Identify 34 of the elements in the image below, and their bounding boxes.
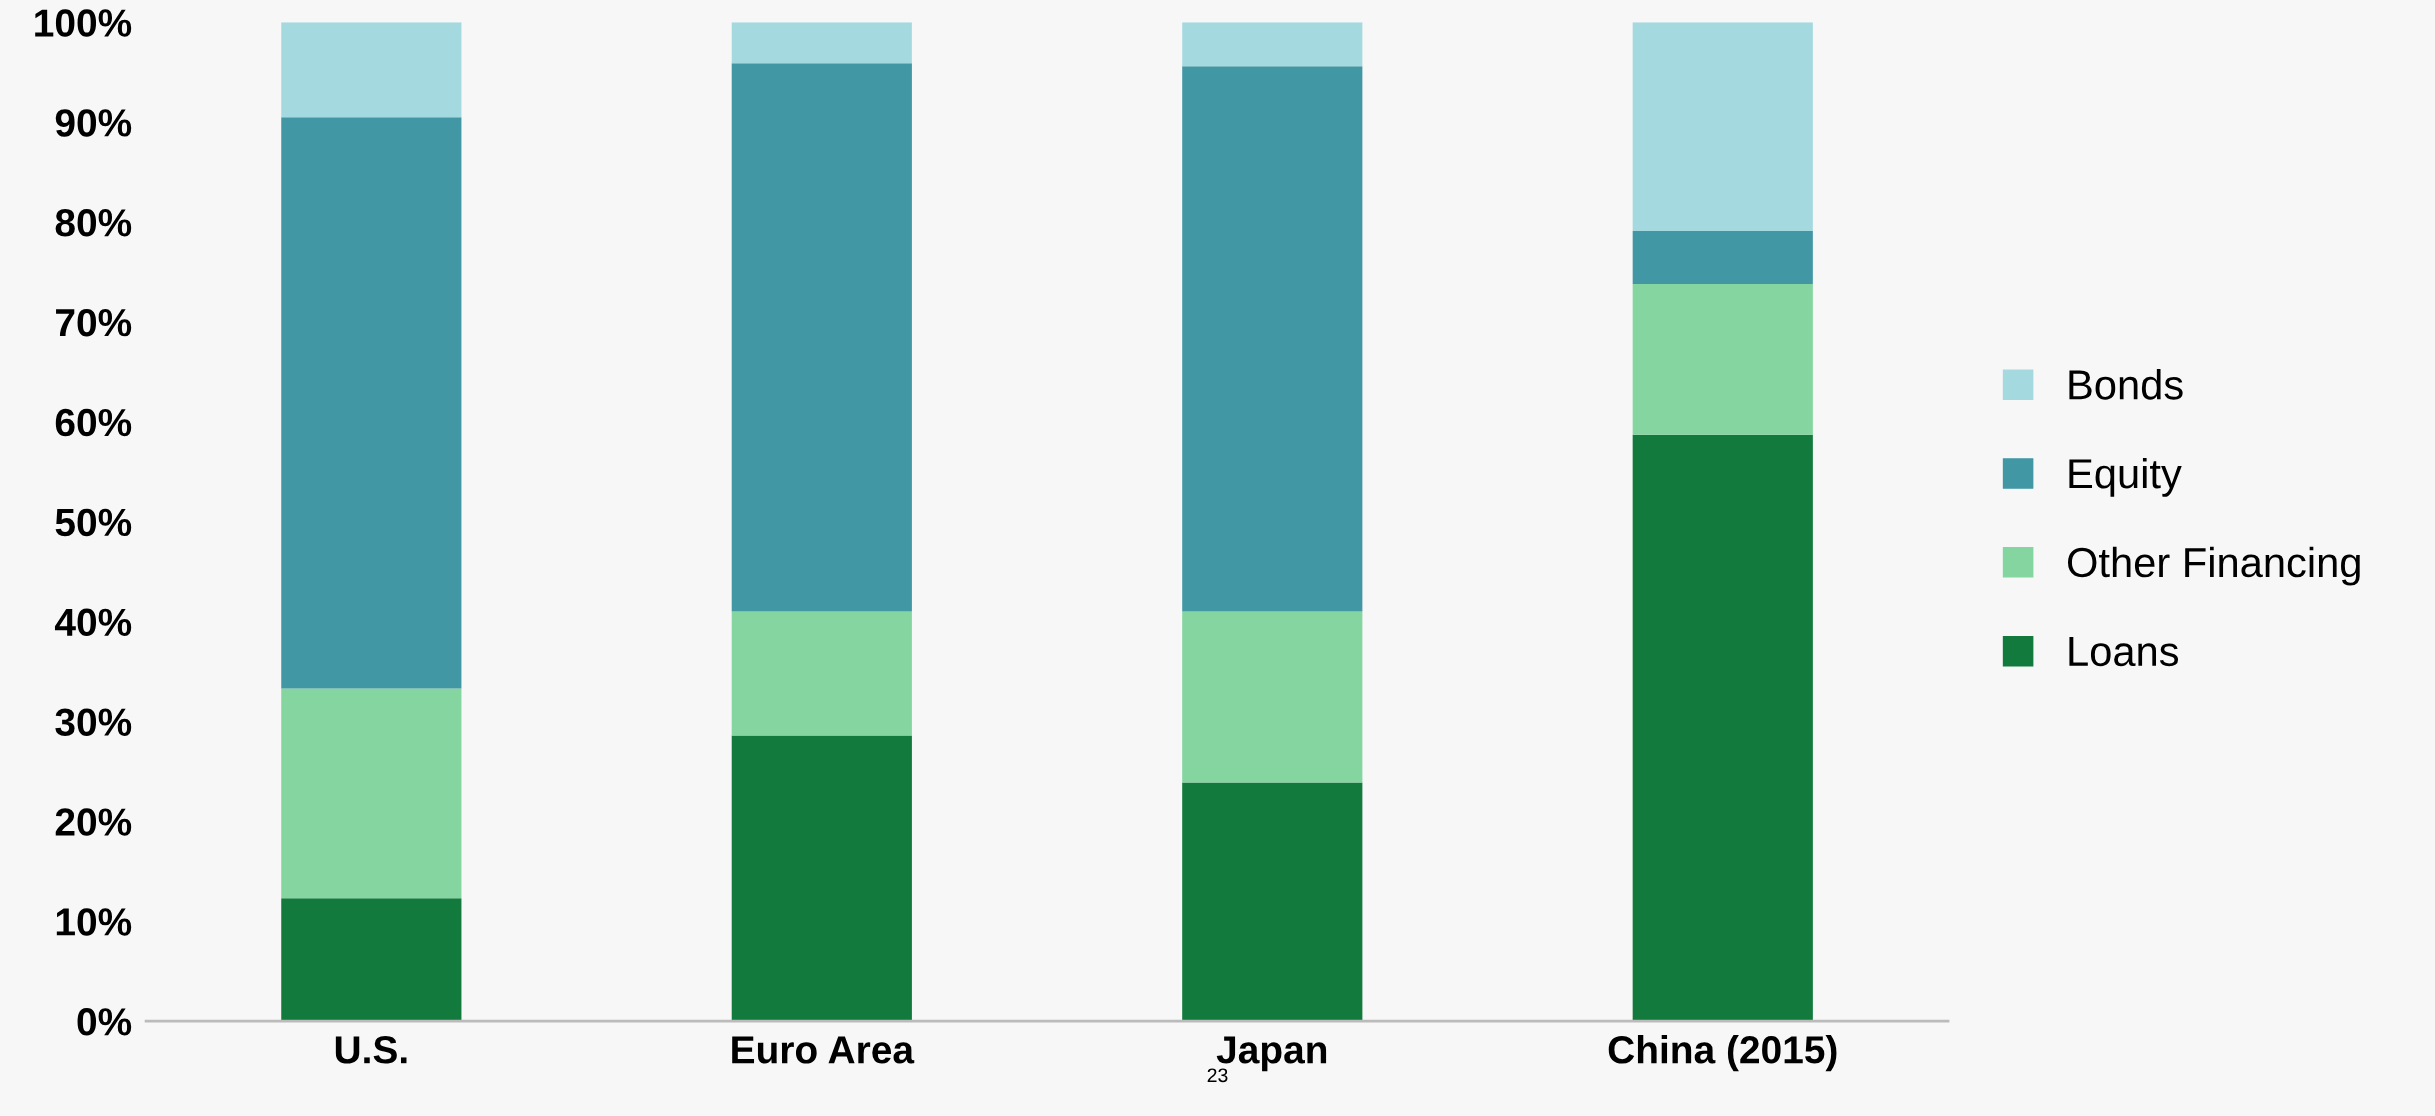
y-tick-label: 30%	[55, 708, 132, 737]
bar	[281, 117, 462, 689]
y-tick-label: 10%	[56, 908, 132, 936]
legend-label: Equity	[2069, 457, 2182, 497]
bar	[1182, 22, 1363, 67]
bar	[731, 22, 912, 64]
bar	[1632, 22, 1813, 232]
bar	[731, 735, 912, 1022]
y-tick-label: 40%	[54, 608, 132, 637]
legend-label: Loans	[2069, 637, 2179, 667]
bar	[1182, 782, 1363, 1022]
bar	[281, 22, 462, 118]
y-tick-label: 0%	[77, 1008, 132, 1036]
bar	[1632, 434, 1813, 1022]
bar	[281, 688, 462, 899]
y-tick-label: 70%	[56, 308, 132, 337]
bar	[1182, 66, 1363, 612]
legend-label: Bonds	[2069, 369, 2183, 400]
x-tick-label: U.S.	[335, 1036, 407, 1064]
x-tick-label: China (2015)	[1608, 1035, 1837, 1072]
y-tick-label: 100%	[35, 9, 132, 37]
x-tick-label: Euro Area	[732, 1036, 915, 1064]
bar	[731, 63, 912, 612]
bar	[1182, 611, 1363, 783]
y-tick-label: 60%	[55, 408, 132, 437]
bar	[731, 611, 912, 736]
bar	[281, 898, 462, 1022]
y-tick-label: 20%	[55, 808, 132, 836]
bar	[1632, 284, 1813, 435]
y-tick-label: 90%	[55, 109, 132, 137]
legend-label: Other Financing	[2067, 546, 2360, 586]
y-tick-label: 50%	[55, 508, 132, 537]
bar	[1632, 231, 1813, 285]
y-tick-label: 80%	[55, 209, 132, 237]
